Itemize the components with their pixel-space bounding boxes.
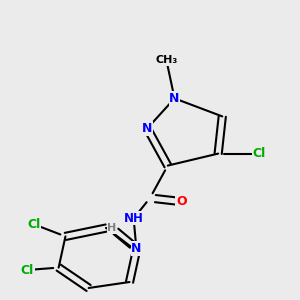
Text: N: N (131, 242, 142, 255)
Text: N: N (142, 122, 152, 135)
Text: NH: NH (124, 212, 144, 225)
Text: O: O (176, 195, 187, 208)
Text: Cl: Cl (28, 218, 41, 231)
Text: H: H (107, 223, 116, 233)
Text: Cl: Cl (21, 263, 34, 277)
Text: Cl: Cl (253, 147, 266, 160)
Text: CH₃: CH₃ (155, 55, 178, 65)
Text: N: N (169, 92, 180, 105)
